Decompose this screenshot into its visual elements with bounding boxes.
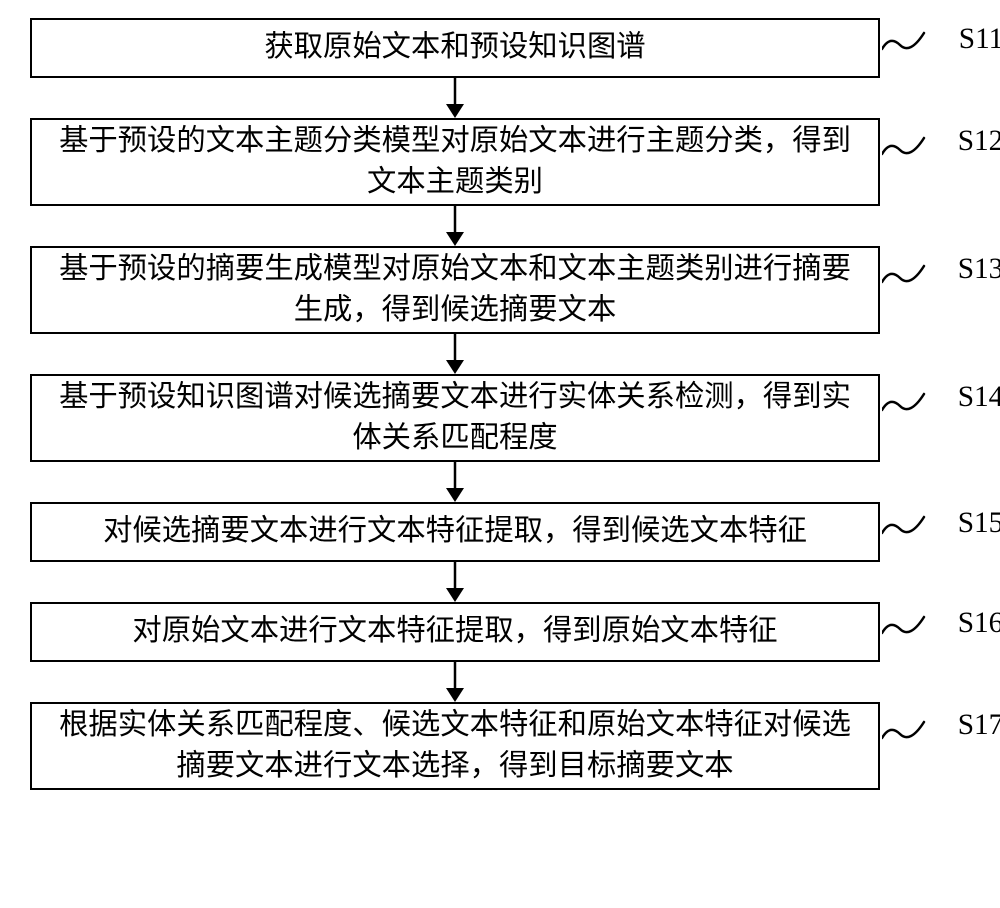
step-text: 对原始文本进行文本特征提取，得到原始文本特征 [132, 611, 777, 652]
step-box: 对原始文本进行文本特征提取，得到原始文本特征 [30, 602, 880, 662]
squiggle-connector [882, 613, 926, 646]
squiggle-connector [882, 134, 926, 167]
flowchart-step: 对原始文本进行文本特征提取，得到原始文本特征S160 [30, 602, 970, 662]
step-label: S120 [958, 125, 1000, 158]
step-box: 基于预设知识图谱对候选摘要文本进行实体关系检测，得到实体关系匹配程度 [30, 374, 880, 462]
step-label: S170 [958, 709, 1000, 742]
step-box: 获取原始文本和预设知识图谱 [30, 18, 880, 78]
squiggle-connector [882, 513, 926, 546]
squiggle-connector [882, 262, 926, 295]
squiggle-connector [882, 29, 926, 62]
flowchart-step: 获取原始文本和预设知识图谱S110 [30, 18, 970, 78]
step-box: 基于预设的文本主题分类模型对原始文本进行主题分类，得到文本主题类别 [30, 118, 880, 206]
step-label: S150 [958, 507, 1000, 540]
squiggle-connector [882, 390, 926, 423]
flowchart-step: 基于预设知识图谱对候选摘要文本进行实体关系检测，得到实体关系匹配程度S140 [30, 374, 970, 462]
flowchart-step: 根据实体关系匹配程度、候选文本特征和原始文本特征对候选摘要文本进行文本选择，得到… [30, 702, 970, 790]
flowchart-arrow [30, 462, 880, 502]
flowchart-arrow [30, 334, 880, 374]
squiggle-connector [882, 718, 926, 751]
flowchart-arrow [30, 662, 880, 702]
step-text: 对候选摘要文本进行文本特征提取，得到候选文本特征 [103, 511, 807, 552]
step-label: S110 [959, 23, 1000, 56]
flowchart-arrow [30, 206, 880, 246]
step-label: S130 [958, 253, 1000, 286]
flowchart-step: 基于预设的文本主题分类模型对原始文本进行主题分类，得到文本主题类别S120 [30, 118, 970, 206]
step-box: 基于预设的摘要生成模型对原始文本和文本主题类别进行摘要生成，得到候选摘要文本 [30, 246, 880, 334]
step-label: S160 [958, 607, 1000, 640]
flowchart-container: 获取原始文本和预设知识图谱S110 基于预设的文本主题分类模型对原始文本进行主题分… [30, 18, 970, 790]
step-text: 基于预设的文本主题分类模型对原始文本进行主题分类，得到文本主题类别 [48, 121, 862, 203]
step-text: 获取原始文本和预设知识图谱 [264, 27, 645, 68]
flowchart-step: 基于预设的摘要生成模型对原始文本和文本主题类别进行摘要生成，得到候选摘要文本S1… [30, 246, 970, 334]
step-box: 对候选摘要文本进行文本特征提取，得到候选文本特征 [30, 502, 880, 562]
step-text: 根据实体关系匹配程度、候选文本特征和原始文本特征对候选摘要文本进行文本选择，得到… [48, 705, 862, 787]
step-text: 基于预设的摘要生成模型对原始文本和文本主题类别进行摘要生成，得到候选摘要文本 [48, 249, 862, 331]
step-box: 根据实体关系匹配程度、候选文本特征和原始文本特征对候选摘要文本进行文本选择，得到… [30, 702, 880, 790]
flowchart-arrow [30, 562, 880, 602]
step-text: 基于预设知识图谱对候选摘要文本进行实体关系检测，得到实体关系匹配程度 [48, 377, 862, 459]
step-label: S140 [958, 381, 1000, 414]
flowchart-arrow [30, 78, 880, 118]
flowchart-step: 对候选摘要文本进行文本特征提取，得到候选文本特征S150 [30, 502, 970, 562]
